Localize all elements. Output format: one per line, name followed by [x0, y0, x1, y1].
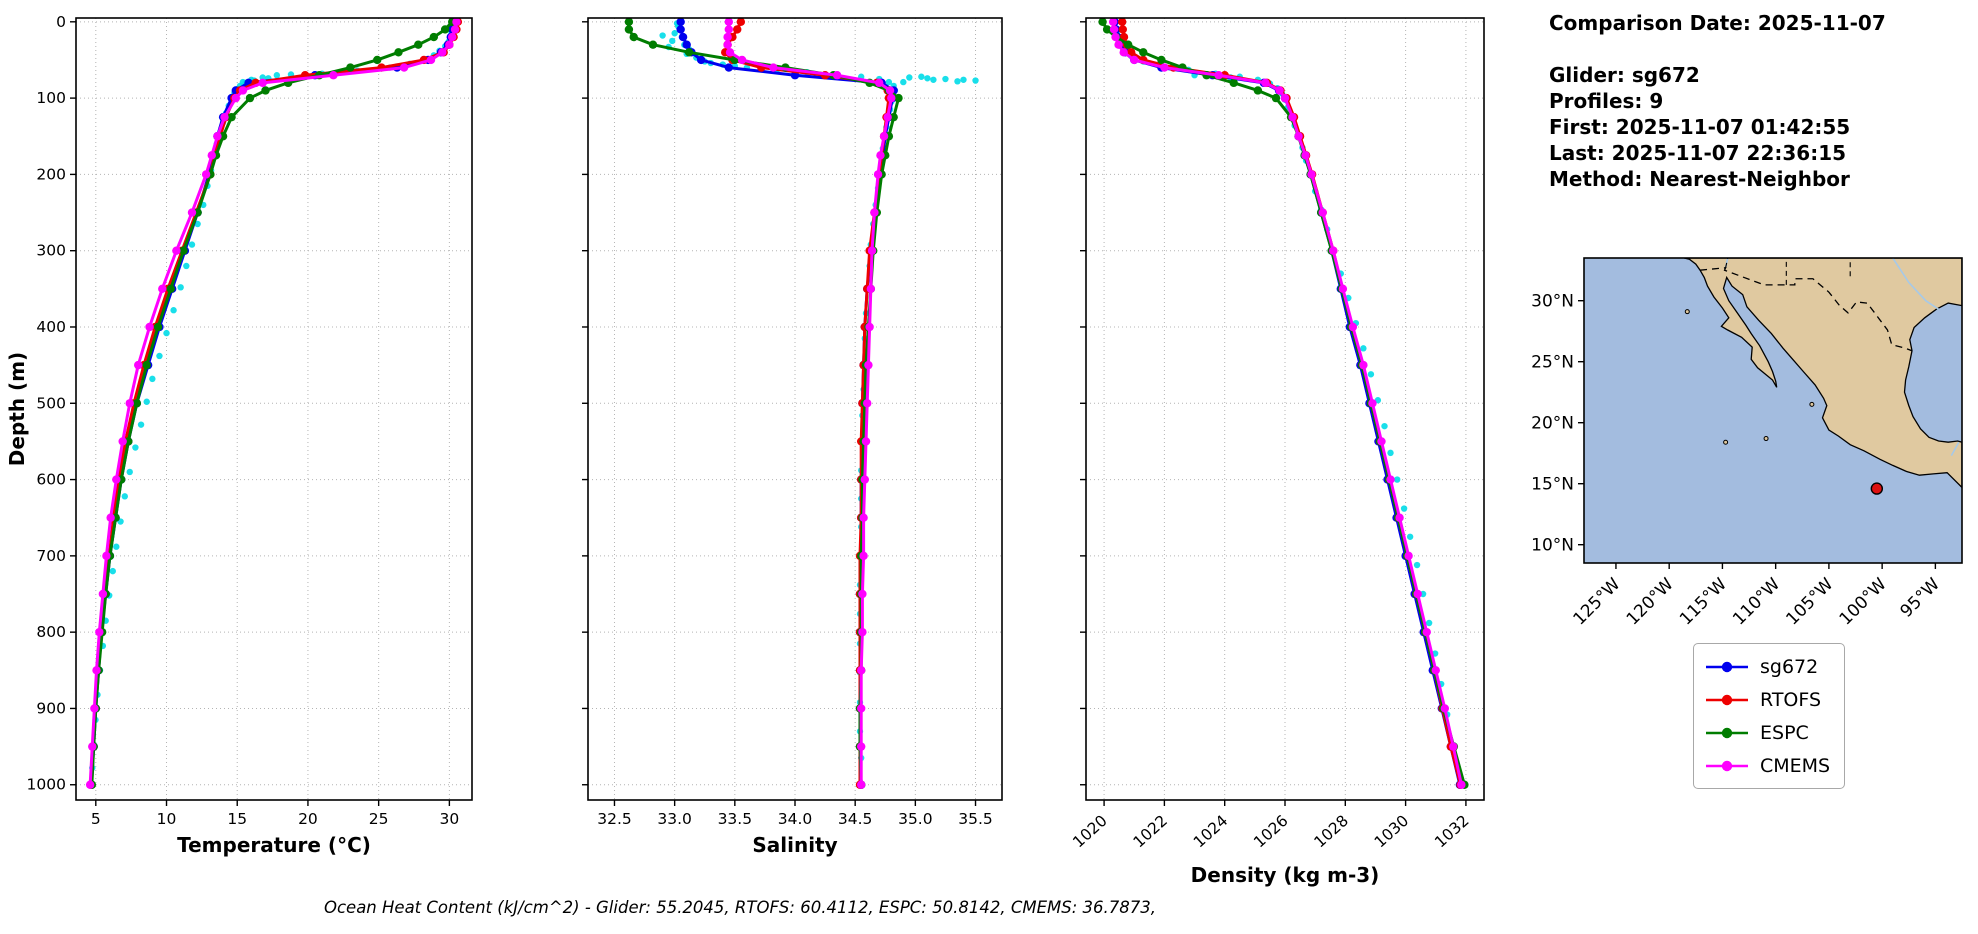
map-island [1723, 439, 1729, 445]
profiles-count-text: Profiles: 9 [1549, 89, 1664, 113]
temperature-profile-xlabel: Temperature (°C) [177, 833, 371, 857]
series-ESPC [1098, 17, 1469, 789]
svg-text:35.0: 35.0 [898, 810, 933, 828]
svg-text:200: 200 [36, 165, 66, 183]
map-island [1684, 309, 1690, 315]
svg-text:5: 5 [91, 810, 101, 828]
series-RTOFS [86, 17, 463, 789]
legend-label: CMEMS [1760, 754, 1831, 777]
legend-label: ESPC [1760, 721, 1809, 744]
legend: sg672 RTOFS ESPC CMEMS [1693, 643, 1846, 789]
svg-text:1026: 1026 [1250, 812, 1291, 852]
map-river [1892, 258, 1940, 310]
svg-text:10: 10 [157, 810, 177, 828]
map-lon-tick-label: 120°W [1623, 574, 1678, 629]
info-panel: Comparison Date: 2025-11-07 Glider: sg67… [1549, 10, 1886, 192]
map-lon-tick-label: 95°W [1897, 574, 1944, 621]
svg-text:1000: 1000 [27, 776, 66, 794]
svg-text:0: 0 [56, 13, 66, 31]
comparison-date-text: Comparison Date: 2025-11-07 [1549, 11, 1886, 35]
series-sg672 [1110, 17, 1465, 789]
svg-text:34.5: 34.5 [838, 810, 873, 828]
info-spacer [1549, 36, 1886, 62]
map-lon-tick-label: 125°W [1569, 574, 1624, 629]
map-lon-tick-label: 105°W [1782, 574, 1837, 629]
series-CMEMS [85, 17, 461, 789]
svg-text:33.0: 33.0 [657, 810, 692, 828]
svg-text:1022: 1022 [1130, 812, 1171, 852]
legend-item-CMEMS: CMEMS [1704, 749, 1830, 782]
last-profile-time-text: Last: 2025-11-07 22:36:15 [1549, 141, 1847, 165]
map-lon-tick-label: 100°W [1836, 574, 1891, 629]
svg-text:1028: 1028 [1311, 812, 1352, 852]
svg-text:500: 500 [36, 394, 66, 412]
series-CMEMS [1108, 17, 1466, 789]
map-river [1950, 441, 1960, 457]
density-profile-chart: 1020 1022 1024 1026 1028 1030 1032 Density (kg … [1069, 17, 1485, 887]
svg-text:900: 900 [36, 699, 66, 717]
svg-text:600: 600 [36, 471, 66, 489]
depth-axis-label: Depth (m) [5, 352, 29, 466]
glider-position-marker [1870, 482, 1884, 495]
svg-text:300: 300 [36, 242, 66, 260]
map-state-line [1725, 258, 1729, 268]
series-glider-raw [659, 20, 979, 788]
ocean-heat-content-text: Ocean Heat Content (kJ/cm^2) - Glider: 5… [323, 898, 1157, 917]
salinity-profile-xlabel: Salinity [752, 833, 837, 857]
legend-item-sg672: sg672 [1704, 650, 1830, 683]
legend-marker-RTOFS [1706, 694, 1748, 705]
method-text: Method: Nearest-Neighbor [1549, 167, 1850, 191]
svg-text:25: 25 [369, 810, 389, 828]
svg-text:700: 700 [36, 547, 66, 565]
legend-label: sg672 [1760, 655, 1819, 678]
salinity-profile-chart: 32.5 33.0 33.5 34.0 34.5 35.0 35.5 Salinity [582, 17, 1003, 857]
map-lat-tick-label: 30°N [1531, 292, 1574, 312]
legend-label: RTOFS [1760, 688, 1822, 711]
svg-text:1020: 1020 [1069, 812, 1110, 852]
density-profile-xlabel: Density (kg m-3) [1191, 863, 1380, 887]
series-glider-raw [88, 20, 457, 788]
svg-text:800: 800 [36, 623, 66, 641]
map-lat-tick-label: 10°N [1531, 536, 1574, 556]
series-CMEMS [723, 17, 896, 789]
location-map: 10°N 15°N 20°N 25°N 30°N 125°W120°W115°W110°W… [1531, 257, 1963, 629]
map-lat-tick-label: 15°N [1531, 475, 1574, 495]
map-island [1809, 401, 1815, 407]
map-lon-tick-label: 115°W [1676, 574, 1731, 629]
legend-marker-sg672 [1706, 661, 1748, 672]
map-lon-tick-label: 110°W [1729, 574, 1784, 629]
gridlines [588, 18, 1002, 800]
map-lat-tick-label: 25°N [1531, 353, 1574, 373]
map-lat-tick-label: 20°N [1531, 414, 1574, 434]
temperature-profile-chart: 5 10 15 20 25 3001002003004005006007008009001… [5, 13, 473, 857]
series-RTOFS [1117, 17, 1465, 789]
legend-marker-ESPC [1706, 727, 1748, 738]
gridlines [1086, 18, 1484, 800]
legend-item-ESPC: ESPC [1704, 716, 1830, 749]
svg-text:20: 20 [298, 810, 318, 828]
svg-text:33.5: 33.5 [718, 810, 753, 828]
svg-text:32.5: 32.5 [597, 810, 632, 828]
first-profile-time-text: First: 2025-11-07 01:42:55 [1549, 115, 1851, 139]
map-land [1683, 258, 1962, 489]
series-glider-raw [1111, 20, 1465, 788]
legend-item-RTOFS: RTOFS [1704, 683, 1830, 716]
svg-text:35.5: 35.5 [958, 810, 993, 828]
svg-text:1032: 1032 [1431, 812, 1472, 852]
glider-name-text: Glider: sg672 [1549, 63, 1700, 87]
legend-marker-CMEMS [1706, 760, 1748, 771]
svg-text:34.0: 34.0 [778, 810, 813, 828]
svg-text:30: 30 [440, 810, 460, 828]
map-island [1763, 436, 1769, 442]
svg-text:15: 15 [227, 810, 247, 828]
svg-text:400: 400 [36, 318, 66, 336]
svg-text:1024: 1024 [1190, 812, 1231, 852]
svg-text:1030: 1030 [1371, 812, 1412, 852]
svg-text:100: 100 [36, 89, 66, 107]
